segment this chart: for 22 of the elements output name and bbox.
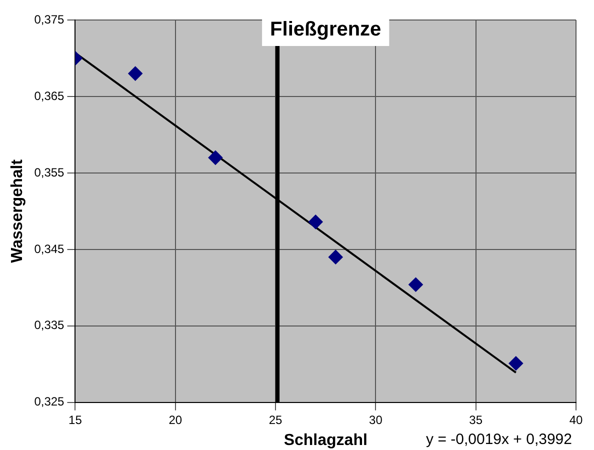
x-tick-label: 30 [369, 412, 383, 427]
point [208, 150, 222, 165]
y-tick-label: 0,355 [34, 165, 65, 180]
x-axis-title: Schlagzahl [284, 432, 368, 449]
x-tick-label: 15 [68, 412, 82, 427]
x-tick-label: 35 [469, 412, 483, 427]
y-axis-title: Wassergehalt [9, 158, 26, 263]
y-tick-label: 0,365 [34, 88, 65, 103]
point [128, 66, 142, 81]
point [408, 278, 423, 292]
point [328, 250, 343, 264]
point [308, 214, 323, 229]
y-tick-label: 0,345 [34, 242, 65, 256]
x-tick-label: 40 [569, 412, 583, 427]
y-tick-label: 0,335 [34, 318, 65, 332]
y-tick-label: 0,375 [34, 12, 65, 26]
x-tick-label: 20 [168, 412, 182, 427]
chart-title: Fließgrenze [270, 18, 382, 41]
text: y = -0,0019x + 0,3992 [426, 431, 572, 448]
x-tick-label: 25 [268, 412, 283, 427]
y-tick-label: 0,325 [34, 394, 65, 409]
point [508, 356, 523, 370]
